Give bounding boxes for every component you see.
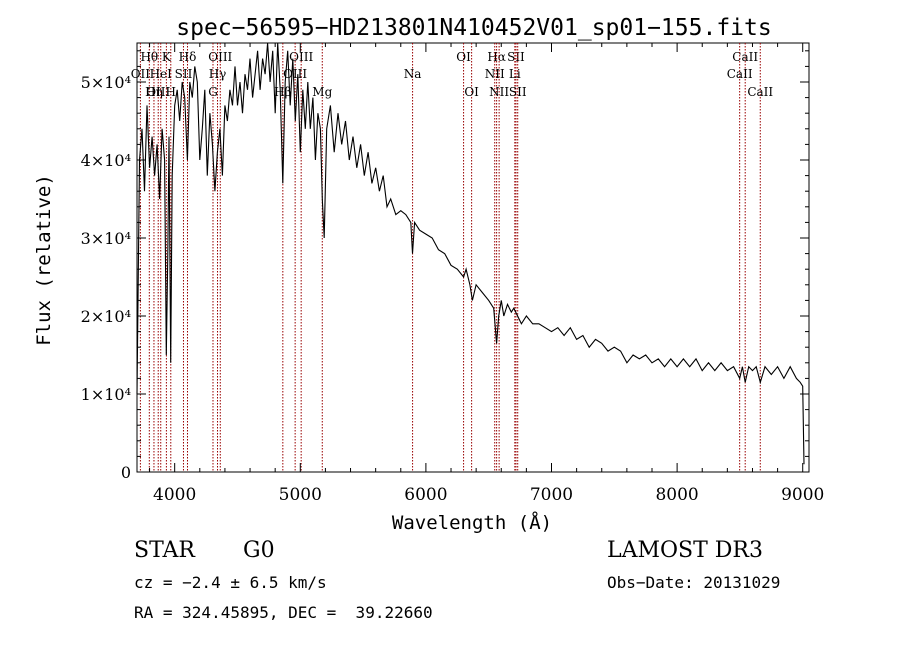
x-tick-label: 6000 (404, 485, 447, 505)
x-tick-label: 9000 (781, 485, 824, 505)
chart-title: spec−56595−HD213801N410452V01_sp01−155.f… (176, 15, 771, 41)
survey-name: LAMOST DR3 (607, 538, 763, 563)
object-class: STAR (134, 538, 195, 563)
coordinates-text: RA = 324.45895, DEC = 39.22660 (134, 603, 433, 622)
line-marker-label: G (208, 85, 218, 99)
y-tick-label: 5×10⁴ (81, 73, 131, 92)
line-marker-label: CaII (732, 50, 758, 64)
line-marker-label: OIII (208, 50, 232, 64)
x-tick-label: 8000 (655, 485, 698, 505)
redshift-text: cz = −2.4 ± 6.5 km/s (134, 573, 327, 592)
line-marker-label: SII (509, 85, 527, 99)
line-marker-label: Hδ (179, 50, 197, 64)
line-marker-label: Hβ (274, 85, 291, 99)
line-marker-label: SII (175, 67, 193, 81)
line-marker-label: Na (404, 67, 422, 81)
x-axis-label: Wavelength (Å) (392, 511, 552, 534)
line-marker-label: Hγ (209, 67, 227, 81)
plot-frame (136, 42, 810, 473)
y-tick-label: 3×10⁴ (81, 229, 131, 248)
line-marker-label: H (166, 85, 176, 99)
x-axis: 4000 5000 6000 7000 8000 9000 (149, 43, 824, 505)
y-axis: 0 1×10⁴ 2×10⁴ 3×10⁴ 4×10⁴ 5×10⁴ (81, 50, 809, 482)
line-marker-label: HeI (150, 67, 173, 81)
line-marker-label: K (162, 50, 172, 64)
line-marker-label: NII (485, 67, 505, 81)
line-marker-label: OI (456, 50, 471, 64)
x-tick-label: 5000 (279, 485, 322, 505)
spectrum-line (136, 42, 805, 465)
y-tick-label: 4×10⁴ (81, 151, 131, 170)
line-marker-label: OIII (146, 85, 170, 99)
line-marker-label: Hθ (140, 50, 158, 64)
line-marker-label: SII (507, 50, 525, 64)
object-subclass: G0 (243, 538, 275, 563)
line-marker-label: Hα (487, 50, 506, 64)
y-axis-label: Flux (relative) (33, 174, 55, 346)
x-tick-label: 7000 (530, 485, 573, 505)
line-marker-label: NII (489, 85, 509, 99)
line-marker-label: Li (509, 67, 521, 81)
line-marker-label: OII (131, 67, 151, 81)
line-marker-label: CaII (727, 67, 753, 81)
line-marker-label: Mg (312, 85, 332, 99)
line-marker-label: CaII (747, 85, 773, 99)
x-tick-label: 4000 (153, 485, 196, 505)
line-marker-label: OI (464, 85, 479, 99)
y-tick-label: 0 (121, 463, 131, 482)
y-tick-label: 1×10⁴ (81, 385, 131, 404)
y-tick-label: 2×10⁴ (81, 307, 131, 326)
obs-date-text: Obs−Date: 20131029 (607, 573, 781, 592)
